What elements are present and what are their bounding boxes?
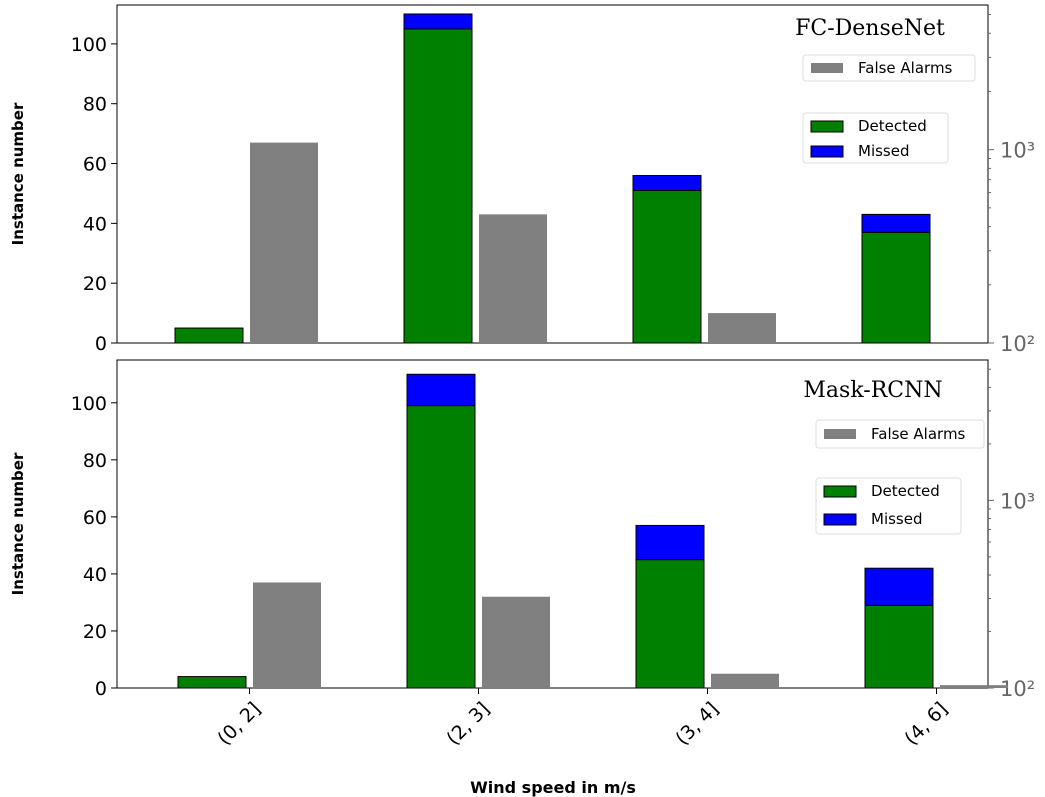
legend-label-false-alarms: False Alarms	[858, 59, 953, 77]
x-tick-label: (3, 4]	[671, 698, 723, 750]
x-axis-label: Wind speed in m/s	[470, 778, 636, 797]
y-tick-label: 0	[95, 333, 107, 355]
panel-mask-rcnn: 0 20 40 60 80 100 10² 10³ (0, 2] (2, 3] (3, 4] (4, …	[9, 359, 1035, 750]
panel-fc-densenet: 0 20 40 60 80 100 10² 10³ FC-DenseNet Instance nu…	[9, 4, 1035, 356]
bar-false-alarms	[711, 673, 779, 688]
y-tick-label: 40	[83, 213, 107, 235]
legend-label-detected: Detected	[871, 482, 940, 500]
y-axis-label: Instance number	[9, 452, 27, 595]
y-tick-label: 100	[71, 393, 107, 415]
legend-swatch-false-alarms	[811, 63, 843, 73]
axes-frame	[116, 4, 989, 344]
y2-tick-label: 10²	[1000, 677, 1035, 701]
bar-missed	[861, 213, 931, 233]
bar-detected	[403, 28, 473, 344]
y-tick-label: 20	[83, 273, 107, 295]
bar-missed	[635, 524, 705, 561]
legend-false-alarms-box	[815, 419, 985, 449]
x-tick-label: (2, 3]	[442, 698, 494, 750]
bar-detected	[861, 231, 931, 344]
y-tick-label: 40	[83, 564, 107, 586]
axes-frame	[116, 359, 989, 689]
bar-false-alarms	[482, 596, 550, 688]
y-axis-label: Instance number	[9, 102, 27, 245]
y2-tick-label: 10³	[1000, 139, 1035, 163]
legend-label-false-alarms: False Alarms	[871, 425, 966, 443]
y-tick-label: 80	[83, 94, 107, 116]
bar-missed	[632, 174, 702, 191]
y-tick-label: 0	[95, 678, 107, 700]
bar-false-alarms	[250, 142, 318, 343]
bar-detected	[406, 405, 476, 689]
legend-swatch-false-alarms	[824, 429, 856, 439]
y2-tick-label: 10³	[1000, 489, 1035, 513]
bar-false-alarms	[253, 582, 321, 688]
bar-missed	[864, 567, 934, 606]
bar-detected	[864, 604, 934, 689]
x-tick-label: (4, 6]	[900, 698, 952, 750]
y-tick-label: 20	[83, 621, 107, 643]
bar-false-alarms	[479, 214, 547, 343]
bar-missed	[403, 13, 473, 30]
bar-detected	[177, 676, 247, 689]
legend-label-missed: Missed	[858, 142, 910, 160]
panel-title: Mask-RCNN	[803, 378, 942, 403]
y2-tick-label: 10²	[1000, 332, 1035, 356]
legend-label-detected: Detected	[858, 117, 927, 135]
legend-swatch-missed	[823, 513, 857, 526]
bar-false-alarms	[708, 313, 776, 343]
y-tick-label: 60	[83, 154, 107, 176]
y-tick-label: 80	[83, 450, 107, 472]
panel-title: FC-DenseNet	[795, 16, 945, 41]
bar-false-alarms	[940, 685, 1008, 688]
legend-swatch-detected	[810, 120, 844, 133]
bar-detected	[635, 559, 705, 689]
y-tick-label: 100	[71, 34, 107, 56]
legend-label-missed: Missed	[871, 510, 923, 528]
legend-false-alarms-box	[802, 54, 976, 82]
bar-detected	[632, 189, 702, 344]
y-tick-label: 60	[83, 507, 107, 529]
legend-swatch-missed	[810, 145, 844, 158]
bar-detected	[174, 327, 244, 344]
bar-missed	[406, 373, 476, 407]
legend-swatch-detected	[823, 485, 857, 498]
x-tick-label: (0, 2]	[213, 698, 265, 750]
